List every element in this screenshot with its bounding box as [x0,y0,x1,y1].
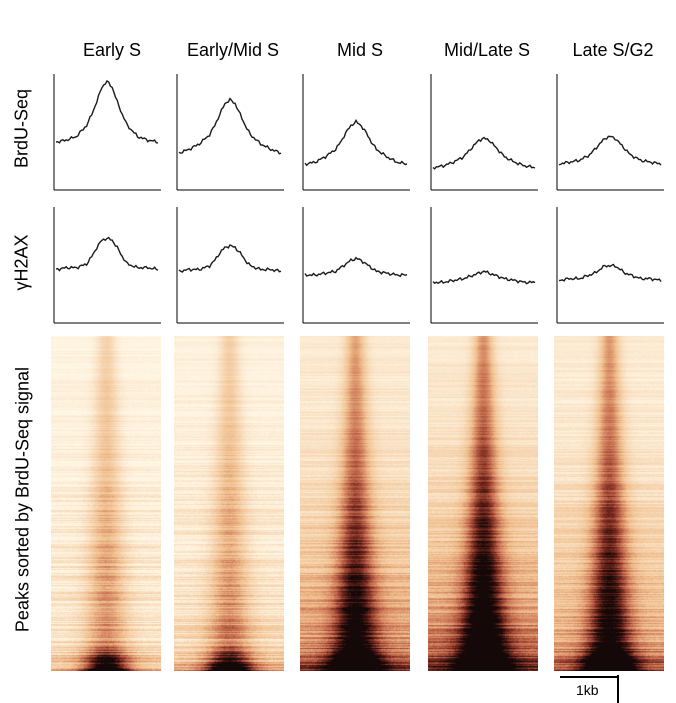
scale-bar [560,675,619,703]
column-title: Early/Mid S [186,40,280,60]
row-label-heatmap: Peaks sorted by BrdU-Seq signal [12,366,33,633]
profile-line [304,256,408,278]
h2ax-profile-panel [302,205,410,324]
peaks-heatmap-panel [300,336,410,671]
row-label-h2ax: γH2AX [11,234,32,291]
peaks-heatmap-panel [554,336,664,671]
profile-line [178,244,282,273]
brdu-seq-profile-panel [302,72,410,191]
profile-line [178,97,282,155]
profile-plot [430,74,538,191]
profile-line [432,270,536,285]
h2ax-profile-panel [556,205,664,324]
profile-plot [176,207,284,324]
profile-line [432,136,536,170]
column-title: Mid S [336,40,383,60]
heatmap-canvas [174,336,284,671]
profile-plot [53,207,161,324]
profile-line [55,80,159,144]
heatmap-canvas [554,336,664,671]
heatmap-canvas [300,336,410,671]
brdu-seq-profile-panel [556,72,664,191]
row-label-brdu: BrdU-Seq [11,88,32,169]
column-title: Late S/G2 [572,40,654,60]
brdu-seq-profile-panel [430,72,538,191]
profile-line [304,118,408,167]
peaks-heatmap-panel [51,336,161,671]
h2ax-profile-panel [430,205,538,324]
profile-plot [302,74,410,191]
profile-plot [430,207,538,324]
scale-bar-label: 1kb [576,682,599,698]
profile-line [55,236,159,272]
profile-plot [556,207,664,324]
h2ax-profile-panel [53,205,161,324]
brdu-seq-profile-panel [53,72,161,191]
column-title: Early S [82,40,142,60]
heatmap-canvas [428,336,538,671]
profile-plot [53,74,161,191]
column-title: Mid/Late S [443,40,531,60]
brdu-seq-profile-panel [176,72,284,191]
peaks-heatmap-panel [428,336,538,671]
profile-plot [302,207,410,324]
h2ax-profile-panel [176,205,284,324]
profile-line [558,263,662,282]
peaks-heatmap-panel [174,336,284,671]
heatmap-canvas [51,336,161,671]
profile-plot [176,74,284,191]
profile-plot [556,74,664,191]
profile-line [558,135,662,166]
